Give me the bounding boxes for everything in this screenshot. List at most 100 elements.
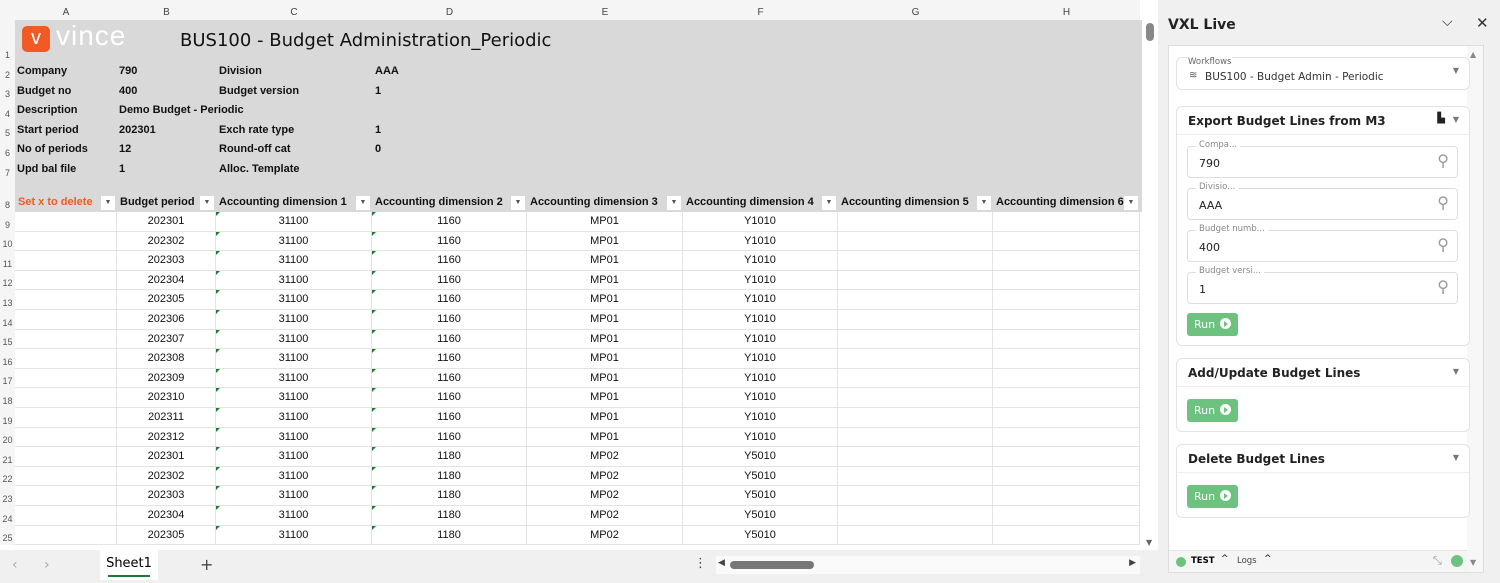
table-cell[interactable] (15, 290, 117, 310)
table-cell[interactable]: 1160 (372, 368, 527, 389)
table-cell[interactable] (993, 349, 1140, 369)
row-header[interactable]: 12 (0, 270, 15, 291)
table-cell[interactable] (838, 270, 993, 291)
table-cell[interactable]: 31100 (216, 427, 372, 448)
row-header[interactable]: 11 (0, 251, 15, 271)
table-cell[interactable] (15, 388, 117, 408)
table-cell[interactable]: 202302 (117, 231, 216, 252)
table-cell[interactable]: 202303 (117, 486, 216, 506)
column-filter-header[interactable]: Budget period ▼ (117, 193, 216, 212)
table-cell[interactable] (993, 486, 1140, 506)
table-cell[interactable] (15, 212, 117, 232)
table-cell[interactable]: 31100 (216, 329, 372, 350)
table-cell[interactable] (15, 506, 117, 526)
table-cell[interactable]: 1180 (372, 447, 527, 467)
collapse-caret-icon[interactable]: ▼ (1452, 453, 1459, 462)
table-cell[interactable] (15, 368, 117, 389)
table-cell[interactable] (993, 447, 1140, 467)
excel-file-icon[interactable]: ▙ (1437, 113, 1445, 124)
row-header[interactable]: 15 (0, 329, 15, 350)
table-cell[interactable] (838, 349, 993, 369)
column-filter-header[interactable]: Accounting dimension 1 ▼ (216, 193, 372, 212)
row-header[interactable]: 5 (0, 120, 15, 141)
table-cell[interactable]: 1160 (372, 310, 527, 330)
table-cell[interactable]: 202306 (117, 310, 216, 330)
table-cell[interactable] (993, 329, 1140, 350)
close-icon[interactable]: ✕ (1476, 14, 1489, 32)
table-cell[interactable] (15, 329, 117, 350)
column-filter-header[interactable]: Accounting dimension 5 ▼ (838, 193, 993, 212)
table-cell[interactable]: 202301 (117, 447, 216, 467)
table-cell[interactable]: MP01 (527, 388, 683, 408)
table-cell[interactable]: 31100 (216, 349, 372, 369)
column-header[interactable]: B (117, 0, 216, 20)
table-cell[interactable] (993, 506, 1140, 526)
table-cell[interactable] (838, 388, 993, 408)
column-header[interactable]: E (527, 0, 683, 20)
row-header[interactable]: 21 (0, 447, 15, 467)
table-cell[interactable]: MP01 (527, 427, 683, 448)
table-cell[interactable] (838, 486, 993, 506)
column-header[interactable]: G (838, 0, 993, 20)
table-cell[interactable]: Y1010 (683, 251, 838, 271)
table-cell[interactable]: 202303 (117, 251, 216, 271)
table-cell[interactable]: MP01 (527, 349, 683, 369)
row-header[interactable]: 23 (0, 486, 15, 506)
table-cell[interactable]: MP01 (527, 408, 683, 428)
table-cell[interactable]: Y5010 (683, 486, 838, 506)
row-header[interactable]: 10 (0, 231, 15, 252)
table-cell[interactable]: 1160 (372, 212, 527, 232)
table-cell[interactable]: 31100 (216, 212, 372, 232)
table-cell[interactable] (838, 251, 993, 271)
row-header[interactable]: 3 (0, 81, 15, 102)
company-field[interactable]: Compa... 790 ⚲ (1187, 140, 1458, 178)
table-cell[interactable]: 1160 (372, 329, 527, 350)
table-cell[interactable]: Y5010 (683, 525, 838, 546)
table-cell[interactable]: 202305 (117, 290, 216, 310)
table-cell[interactable] (15, 486, 117, 506)
table-cell[interactable] (993, 466, 1140, 487)
table-cell[interactable] (993, 427, 1140, 448)
scroll-down-icon[interactable]: ▼ (1146, 538, 1153, 547)
row-header[interactable]: 1 (0, 20, 15, 62)
table-cell[interactable]: 31100 (216, 251, 372, 271)
table-cell[interactable]: Y5010 (683, 506, 838, 526)
table-cell[interactable]: 202310 (117, 388, 216, 408)
select-all-corner[interactable] (0, 0, 15, 20)
scroll-left-icon[interactable]: ◀ (718, 558, 725, 568)
table-cell[interactable]: Y1010 (683, 310, 838, 330)
table-cell[interactable] (993, 251, 1140, 271)
column-header[interactable]: A (15, 0, 117, 20)
table-cell[interactable] (838, 408, 993, 428)
table-cell[interactable] (838, 447, 993, 467)
collapse-chevron-icon[interactable]: ⌵ (1442, 14, 1453, 30)
column-header[interactable]: F (683, 0, 838, 20)
delete-run-button[interactable]: Run (1187, 485, 1238, 508)
table-cell[interactable] (15, 466, 117, 487)
next-sheet-icon[interactable]: › (44, 557, 50, 573)
logs-button[interactable]: Logs (1237, 556, 1257, 566)
table-cell[interactable]: 31100 (216, 486, 372, 506)
info-value[interactable]: 202301 (119, 123, 156, 136)
column-filter-header[interactable]: Set x to delete ▼ (15, 193, 117, 212)
filter-dropdown-icon[interactable]: ▼ (101, 195, 115, 210)
table-cell[interactable]: 1160 (372, 427, 527, 448)
add-sheet-button[interactable]: + (200, 555, 214, 574)
table-cell[interactable]: 31100 (216, 447, 372, 467)
row-header[interactable]: 6 (0, 140, 15, 160)
info-value[interactable]: 1 (375, 84, 382, 97)
table-cell[interactable] (838, 212, 993, 232)
column-header[interactable]: H (993, 0, 1140, 20)
table-cell[interactable]: MP01 (527, 212, 683, 232)
table-cell[interactable]: 31100 (216, 388, 372, 408)
table-cell[interactable] (993, 231, 1140, 252)
table-cell[interactable]: MP02 (527, 466, 683, 487)
table-cell[interactable] (838, 290, 993, 310)
logs-chevron-icon[interactable]: ^ (1264, 554, 1272, 564)
table-cell[interactable]: 31100 (216, 290, 372, 310)
table-cell[interactable] (15, 310, 117, 330)
division-field[interactable]: Divisio... AAA ⚲ (1187, 182, 1458, 220)
table-cell[interactable]: 202305 (117, 525, 216, 546)
row-header[interactable]: 14 (0, 310, 15, 330)
table-cell[interactable]: 31100 (216, 231, 372, 252)
